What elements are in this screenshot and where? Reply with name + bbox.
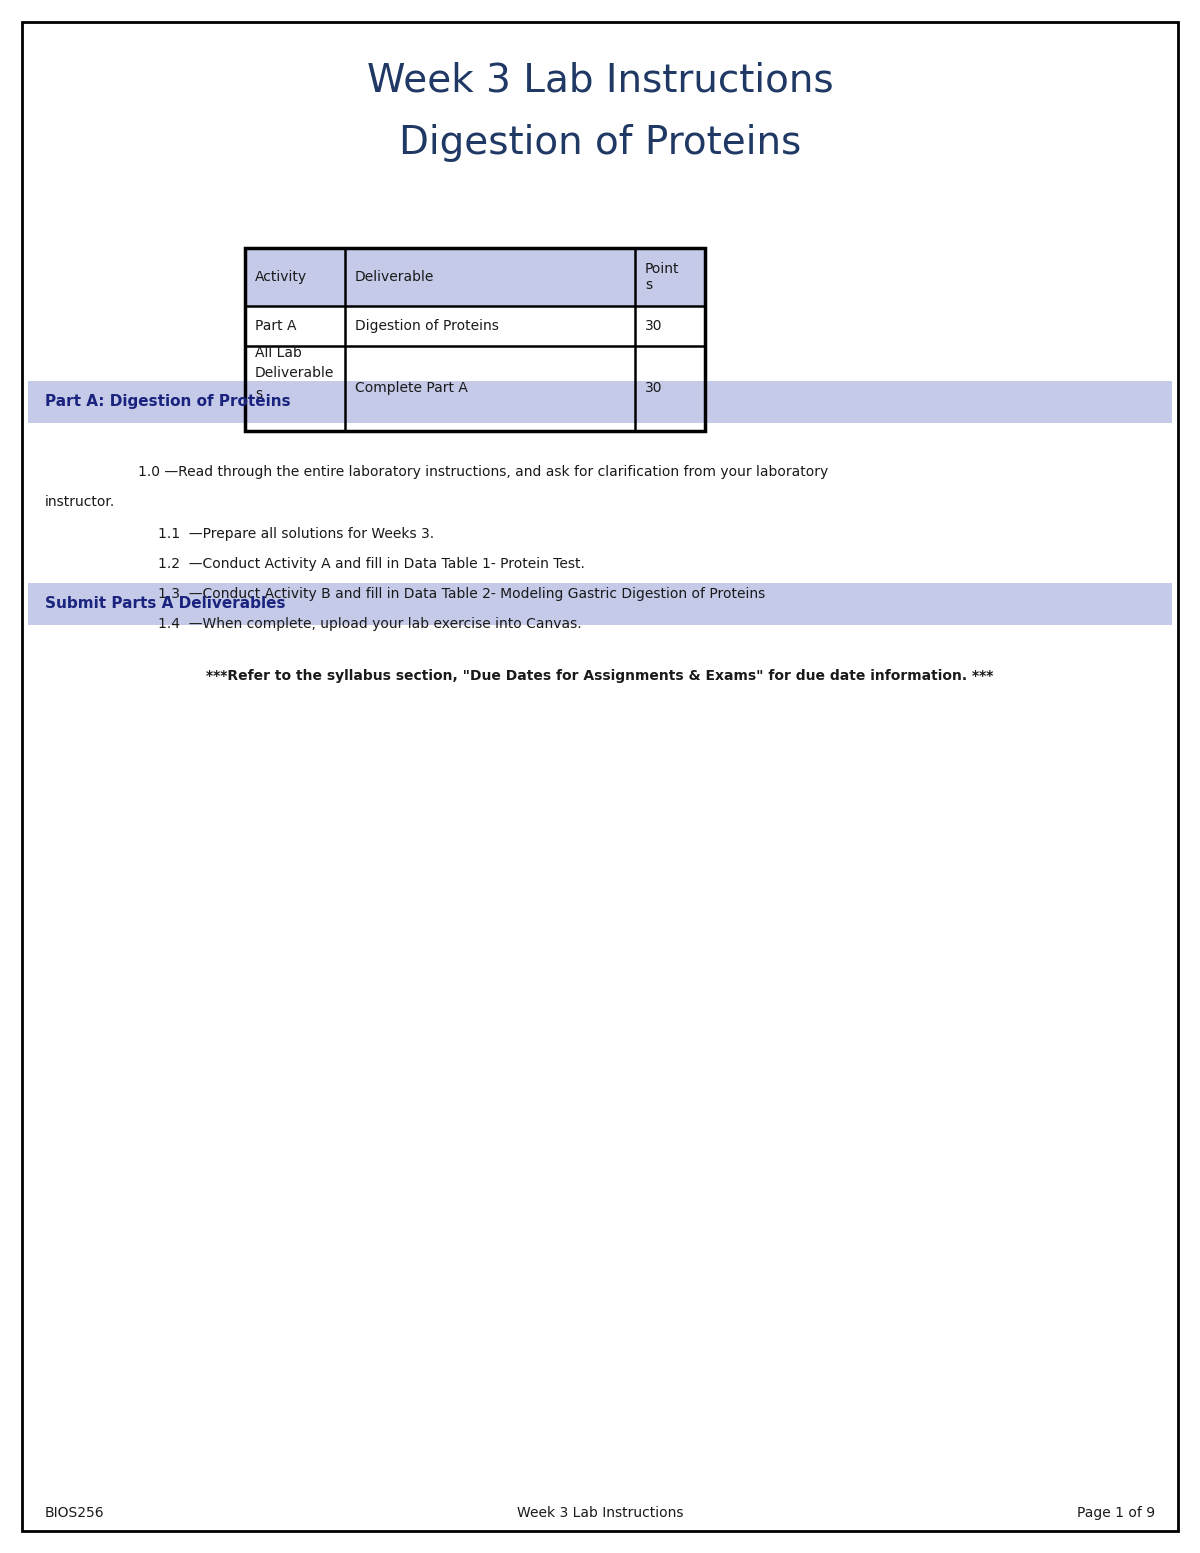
Text: ***Refer to the syllabus section, "Due Dates for Assignments & Exams" for due da: ***Refer to the syllabus section, "Due D… xyxy=(206,669,994,683)
Text: Digestion of Proteins: Digestion of Proteins xyxy=(355,318,499,332)
Text: Page 1 of 9: Page 1 of 9 xyxy=(1076,1506,1154,1520)
Text: 30: 30 xyxy=(646,318,662,332)
Text: Deliverable: Deliverable xyxy=(355,270,434,284)
Text: 1.3  —Conduct Activity B and fill in Data Table 2- Modeling Gastric Digestion of: 1.3 —Conduct Activity B and fill in Data… xyxy=(158,587,766,601)
Text: 1.1  —Prepare all solutions for Weeks 3.: 1.1 —Prepare all solutions for Weeks 3. xyxy=(158,526,434,540)
Bar xyxy=(28,582,1172,624)
Bar xyxy=(245,248,706,432)
Text: Part A: Digestion of Proteins: Part A: Digestion of Proteins xyxy=(46,394,290,410)
Text: BIOS256: BIOS256 xyxy=(46,1506,104,1520)
Text: Week 3 Lab Instructions: Week 3 Lab Instructions xyxy=(367,62,833,99)
Bar xyxy=(28,380,1172,422)
Text: Submit Parts A Deliverables: Submit Parts A Deliverables xyxy=(46,596,286,612)
Text: All Lab
Deliverable
s: All Lab Deliverable s xyxy=(256,346,335,401)
Text: Activity: Activity xyxy=(256,270,307,284)
Text: Part A: Part A xyxy=(256,318,296,332)
Text: instructor.: instructor. xyxy=(46,495,115,509)
Bar xyxy=(245,248,706,306)
Text: 30: 30 xyxy=(646,382,662,396)
Text: Week 3 Lab Instructions: Week 3 Lab Instructions xyxy=(517,1506,683,1520)
Text: Complete Part A: Complete Part A xyxy=(355,382,468,396)
Text: Point
s: Point s xyxy=(646,262,679,292)
Text: Digestion of Proteins: Digestion of Proteins xyxy=(398,124,802,162)
Text: 1.0 —Read through the entire laboratory instructions, and ask for clarification : 1.0 —Read through the entire laboratory … xyxy=(138,464,828,478)
Text: 1.2  —Conduct Activity A and fill in Data Table 1- Protein Test.: 1.2 —Conduct Activity A and fill in Data… xyxy=(158,558,584,572)
Text: 1.4  —When complete, upload your lab exercise into Canvas.: 1.4 —When complete, upload your lab exer… xyxy=(158,617,582,631)
